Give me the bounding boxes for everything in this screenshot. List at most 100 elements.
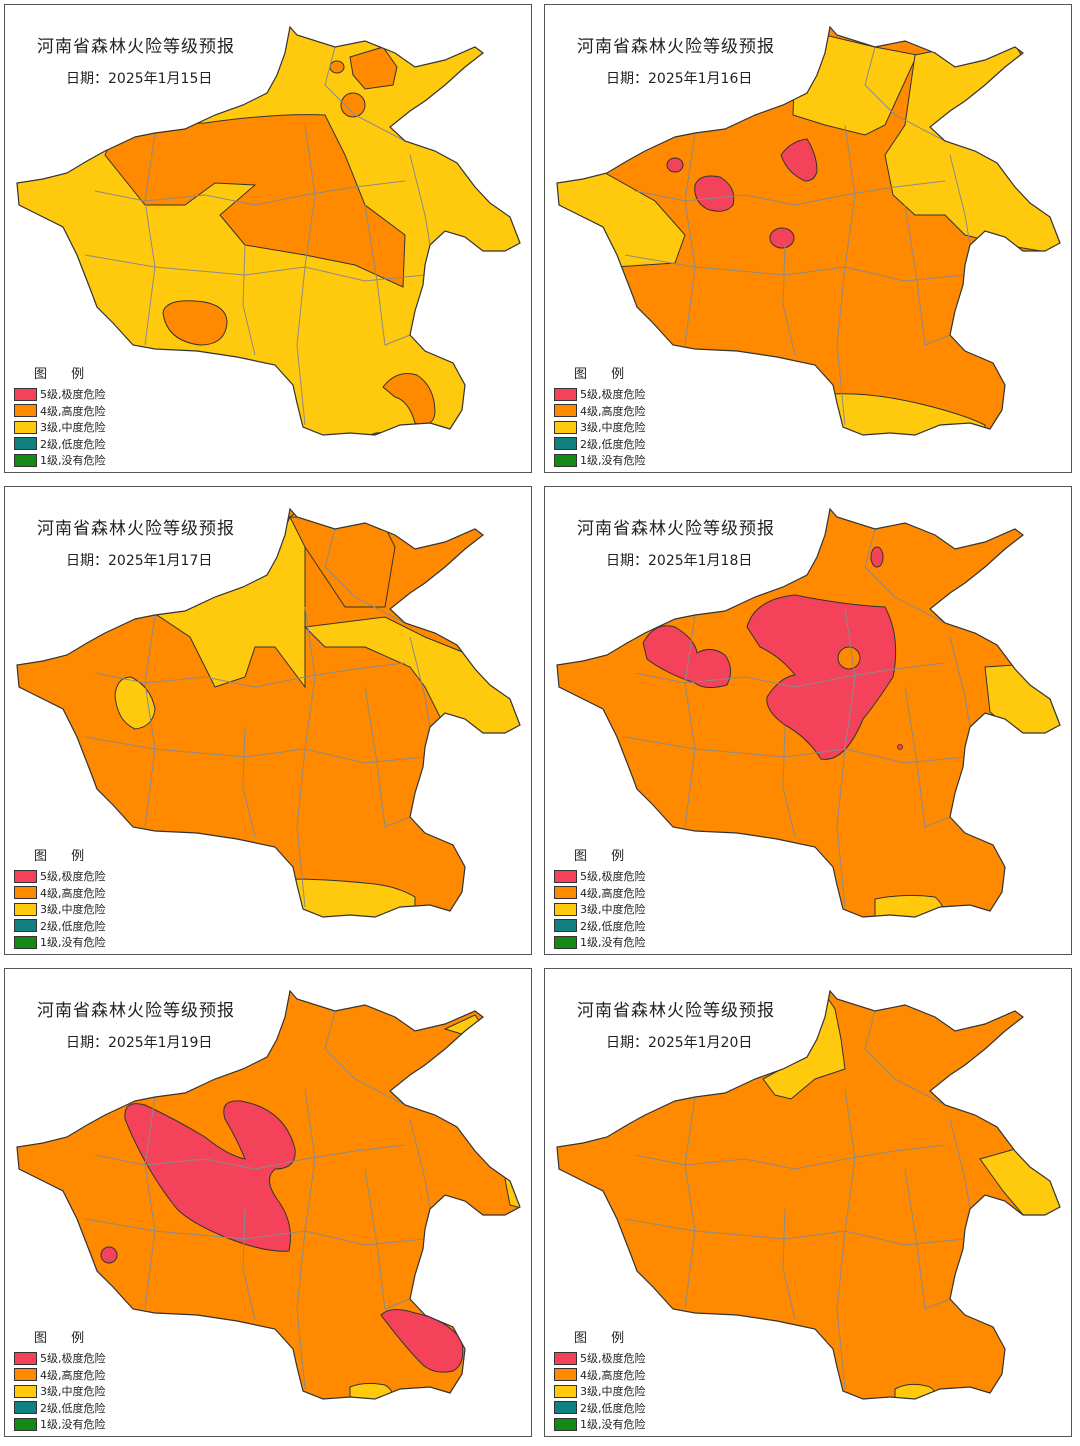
legend-label: 4级,高度危险 (40, 404, 106, 418)
legend-item-level1: 1级,没有危险 (554, 452, 646, 469)
legend-item-level1: 1级,没有危险 (554, 934, 646, 951)
map-panel-jan17: 河南省森林火险等级预报 日期：2025年1月17日 图 例 5级,极度危险 4级… (4, 486, 532, 955)
legend-swatch (14, 387, 37, 401)
map-title: 河南省森林火险等级预报 (577, 1001, 775, 1021)
legend-label: 4级,高度危险 (580, 1368, 646, 1382)
legend-label: 3级,中度危险 (40, 903, 106, 917)
legend-item-level4: 4级,高度危险 (14, 885, 106, 902)
legend-item-level4: 4级,高度危险 (554, 1367, 646, 1384)
legend-item-level2: 2级,低度危险 (554, 436, 646, 453)
legend-label: 3级,中度危险 (40, 421, 106, 435)
legend: 图 例 5级,极度危险 4级,高度危险 3级,中度危险 2级,低度危险 1级,没… (554, 1327, 646, 1433)
legend-item-level5: 5级,极度危险 (554, 1350, 646, 1367)
legend-label: 2级,低度危险 (580, 437, 646, 451)
legend-item-level2: 2级,低度危险 (14, 436, 106, 453)
henan-map-jan19 (16, 990, 521, 1400)
legend-label: 3级,中度危险 (40, 1385, 106, 1399)
legend-label: 5级,极度危险 (40, 1352, 106, 1366)
legend-swatch (14, 1351, 37, 1365)
henan-map-jan17 (16, 508, 521, 918)
legend-swatch (554, 886, 577, 900)
legend-label: 4级,高度危险 (580, 886, 646, 900)
legend-item-level3: 3级,中度危险 (14, 901, 106, 918)
legend-title: 图 例 (574, 1331, 635, 1346)
legend-item-level3: 3级,中度危险 (14, 419, 106, 436)
legend-item-level1: 1级,没有危险 (14, 452, 106, 469)
legend-label: 2级,低度危险 (40, 919, 106, 933)
legend-item-level5: 5级,极度危险 (14, 868, 106, 885)
legend-label: 1级,没有危险 (580, 1418, 646, 1432)
legend-label: 3级,中度危险 (580, 1385, 646, 1399)
legend-item-level2: 2级,低度危险 (554, 918, 646, 935)
legend-swatch (554, 437, 577, 451)
forecast-date: 日期：2025年1月18日 (606, 553, 753, 569)
legend-swatch (14, 420, 37, 434)
legend-item-level4: 4级,高度危险 (14, 403, 106, 420)
legend-swatch (554, 1417, 577, 1431)
legend-label: 1级,没有危险 (580, 936, 646, 950)
map-title: 河南省森林火险等级预报 (577, 519, 775, 539)
legend-swatch (14, 1384, 37, 1398)
legend-swatch (14, 902, 37, 916)
legend-swatch (14, 919, 37, 933)
legend-swatch (554, 404, 577, 418)
legend-label: 2级,低度危险 (40, 437, 106, 451)
legend-swatch (554, 1401, 577, 1415)
legend-label: 1级,没有危险 (40, 454, 106, 468)
legend-item-level3: 3级,中度危险 (554, 901, 646, 918)
legend: 图 例 5级,极度危险 4级,高度危险 3级,中度危险 2级,低度危险 1级,没… (14, 845, 106, 951)
legend-label: 4级,高度危险 (40, 1368, 106, 1382)
legend-title: 图 例 (34, 1331, 95, 1346)
legend-item-level2: 2级,低度危险 (14, 918, 106, 935)
map-title: 河南省森林火险等级预报 (37, 519, 235, 539)
legend-swatch (554, 1351, 577, 1365)
forecast-date: 日期：2025年1月17日 (66, 553, 213, 569)
legend-title: 图 例 (34, 849, 95, 864)
legend-swatch (14, 437, 37, 451)
legend-label: 2级,低度危险 (40, 1401, 106, 1415)
legend-item-level5: 5级,极度危险 (554, 868, 646, 885)
legend-swatch (554, 935, 577, 949)
legend: 图 例 5级,极度危险 4级,高度危险 3级,中度危险 2级,低度危险 1级,没… (554, 845, 646, 951)
forecast-date: 日期：2025年1月16日 (606, 71, 753, 87)
legend-label: 5级,极度危险 (580, 870, 646, 884)
forecast-date: 日期：2025年1月19日 (66, 1035, 213, 1051)
legend-label: 2级,低度危险 (580, 1401, 646, 1415)
legend-item-level4: 4级,高度危险 (14, 1367, 106, 1384)
legend-item-level4: 4级,高度危险 (554, 885, 646, 902)
legend: 图 例 5级,极度危险 4级,高度危险 3级,中度危险 2级,低度危险 1级,没… (14, 1327, 106, 1433)
legend-label: 3级,中度危险 (580, 903, 646, 917)
legend-swatch (554, 919, 577, 933)
legend-item-level2: 2级,低度危险 (14, 1400, 106, 1417)
legend-item-level3: 3级,中度危险 (14, 1383, 106, 1400)
legend-item-level3: 3级,中度危险 (554, 419, 646, 436)
legend-swatch (14, 453, 37, 467)
legend-item-level5: 5级,极度危险 (554, 386, 646, 403)
legend-label: 5级,极度危险 (40, 870, 106, 884)
legend-swatch (14, 404, 37, 418)
legend-label: 4级,高度危险 (580, 404, 646, 418)
legend-swatch (554, 420, 577, 434)
legend-swatch (14, 935, 37, 949)
legend-item-level1: 1级,没有危险 (554, 1416, 646, 1433)
map-panel-jan19: 河南省森林火险等级预报 日期：2025年1月19日 图 例 5级,极度危险 4级… (4, 968, 532, 1437)
henan-map-jan15 (16, 26, 521, 436)
legend-item-level3: 3级,中度危险 (554, 1383, 646, 1400)
map-panel-jan20: 河南省森林火险等级预报 日期：2025年1月20日 图 例 5级,极度危险 4级… (544, 968, 1072, 1437)
legend-swatch (554, 869, 577, 883)
legend-swatch (14, 886, 37, 900)
map-panel-jan18: 河南省森林火险等级预报 日期：2025年1月18日 图 例 5级,极度危险 4级… (544, 486, 1072, 955)
legend-title: 图 例 (574, 367, 635, 382)
legend-title: 图 例 (34, 367, 95, 382)
legend-title: 图 例 (574, 849, 635, 864)
legend-swatch (554, 453, 577, 467)
legend: 图 例 5级,极度危险 4级,高度危险 3级,中度危险 2级,低度危险 1级,没… (14, 363, 106, 469)
legend-label: 4级,高度危险 (40, 886, 106, 900)
forecast-date: 日期：2025年1月15日 (66, 71, 213, 87)
legend-item-level5: 5级,极度危险 (14, 1350, 106, 1367)
legend-item-level1: 1级,没有危险 (14, 1416, 106, 1433)
henan-map-jan20 (556, 990, 1061, 1400)
legend-label: 1级,没有危险 (40, 936, 106, 950)
legend-label: 5级,极度危险 (580, 1352, 646, 1366)
legend-swatch (14, 1417, 37, 1431)
